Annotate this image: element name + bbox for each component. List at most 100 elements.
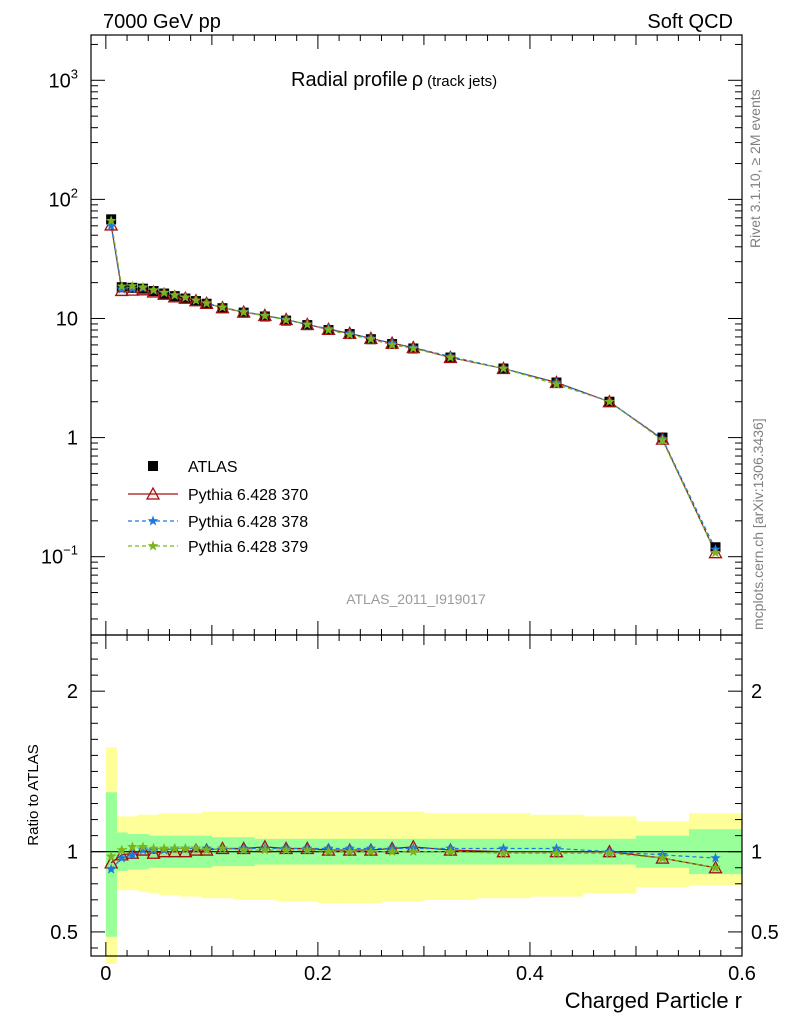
- data-point: [710, 547, 721, 558]
- ratio-point: [105, 850, 117, 861]
- ratio-point: [190, 842, 202, 853]
- y-tick-label: 102: [49, 185, 78, 211]
- series-markers-3: [105, 215, 721, 558]
- ratio-point: [386, 846, 398, 857]
- ratio-point: [259, 844, 271, 855]
- x-tick-label: 0.2: [304, 963, 332, 985]
- legend-marker: [147, 515, 159, 526]
- data-point: [148, 284, 159, 295]
- legend-label: Pythia 6.428 379: [188, 539, 308, 556]
- ratio-point: [201, 844, 212, 855]
- ratio-point: [137, 841, 149, 852]
- legend-label: Pythia 6.428 378: [188, 514, 308, 531]
- ratio-point: [217, 842, 228, 853]
- legend-label: Pythia 6.428 370: [188, 487, 308, 504]
- ratio-point: [148, 842, 159, 853]
- ratio-y-tick-label-right: 0.5: [751, 922, 779, 944]
- data-point: [445, 352, 456, 362]
- ratio-series-2: [105, 841, 721, 873]
- ratio-point: [105, 863, 117, 874]
- ratio-point: [127, 841, 138, 852]
- data-point: [190, 294, 202, 305]
- ratio-point: [116, 844, 127, 855]
- data-point: [201, 297, 212, 308]
- rivet-version-label: Rivet 3.1.10, ≥ 2M events: [747, 89, 763, 248]
- mcplots-label: mcplots.cern.ch [arXiv:1306.3436]: [750, 418, 766, 630]
- data-point: [105, 215, 117, 226]
- series-markers-1: [104, 217, 723, 559]
- data-point: [302, 319, 313, 329]
- ratio-point: [344, 846, 355, 857]
- ratio-series-line: [110, 846, 716, 869]
- energy-label: 7000 GeV pp: [103, 11, 221, 33]
- data-point: [498, 363, 509, 373]
- y-tick-label: 103: [49, 66, 78, 92]
- ratio-point: [167, 844, 182, 858]
- data-point: [127, 280, 138, 291]
- data-point: [551, 378, 562, 389]
- ratio-y-tick-label-right: 1: [751, 842, 762, 864]
- ratio-point: [169, 842, 180, 853]
- ratio-point: [178, 844, 193, 858]
- ratio-y-tick-label: 2: [67, 681, 78, 703]
- data-point: [116, 280, 127, 291]
- data-point: [169, 289, 180, 300]
- data-point: [323, 324, 334, 335]
- plot-title: Radial profile ρ (track jets): [291, 69, 497, 91]
- x-axis-label: Charged Particle r: [565, 988, 742, 1013]
- data-point: [344, 329, 355, 340]
- ratio-point: [116, 852, 127, 863]
- legend-marker: [145, 486, 161, 500]
- y-tick-label: 10: [56, 308, 78, 330]
- category-label: Soft QCD: [647, 11, 733, 33]
- data-point: [180, 292, 191, 302]
- ratio-point: [280, 844, 292, 855]
- analysis-watermark: ATLAS_2011_I919017: [346, 591, 486, 607]
- data-point: [280, 314, 292, 325]
- x-tick-label: 0.4: [516, 963, 544, 985]
- legend-label: ATLAS: [188, 459, 238, 476]
- legend-marker: [148, 461, 158, 471]
- ratio-point: [180, 842, 191, 853]
- ratio-y-tick-label: 1: [67, 842, 78, 864]
- data-point: [408, 342, 419, 353]
- data-point: [657, 434, 668, 445]
- data-point: [105, 220, 117, 231]
- ratio-point: [551, 847, 562, 858]
- data-point: [137, 281, 149, 292]
- x-tick-label: 0.6: [728, 963, 756, 985]
- ratio-point: [445, 846, 456, 857]
- y-tick-label: 10−1: [41, 543, 78, 569]
- data-point: [217, 301, 228, 312]
- ratio-point: [365, 846, 377, 857]
- data-point: [116, 283, 127, 294]
- ratio-point: [238, 844, 249, 855]
- ratio-point: [146, 845, 161, 859]
- x-tick-label: 0: [100, 963, 111, 985]
- ratio-y-tick-label-right: 2: [751, 681, 762, 703]
- ratio-plot-frame: [90, 634, 743, 957]
- ratio-y-tick-label: 0.5: [50, 922, 78, 944]
- ratio-point: [127, 849, 138, 860]
- y-tick-label: 1: [67, 428, 78, 450]
- ratio-point: [158, 842, 170, 853]
- legend-marker: [147, 540, 159, 551]
- data-point: [604, 396, 615, 407]
- ratio-plot-panel: 0.5 0.5 1 1 2 2 0 0.2 0.4 0.6 Ratio to ATLAS Char…: [25, 634, 779, 1013]
- data-point: [365, 333, 377, 344]
- ratio-point: [657, 852, 668, 863]
- ratio-y-axis-label: Ratio to ATLAS: [25, 744, 42, 845]
- ratio-point: [710, 852, 721, 863]
- ratio-point: [302, 844, 313, 855]
- ratio-point: [604, 847, 615, 858]
- data-point: [386, 339, 398, 350]
- ratio-point: [408, 846, 419, 857]
- data-point: [158, 287, 170, 298]
- legend: ATLAS Pythia 6.428 370 Pythia 6.428 378 Pyt…: [128, 459, 308, 556]
- data-point: [259, 310, 271, 321]
- ratio-point: [323, 846, 334, 857]
- data-point: [238, 306, 249, 317]
- ratio-point: [498, 847, 509, 858]
